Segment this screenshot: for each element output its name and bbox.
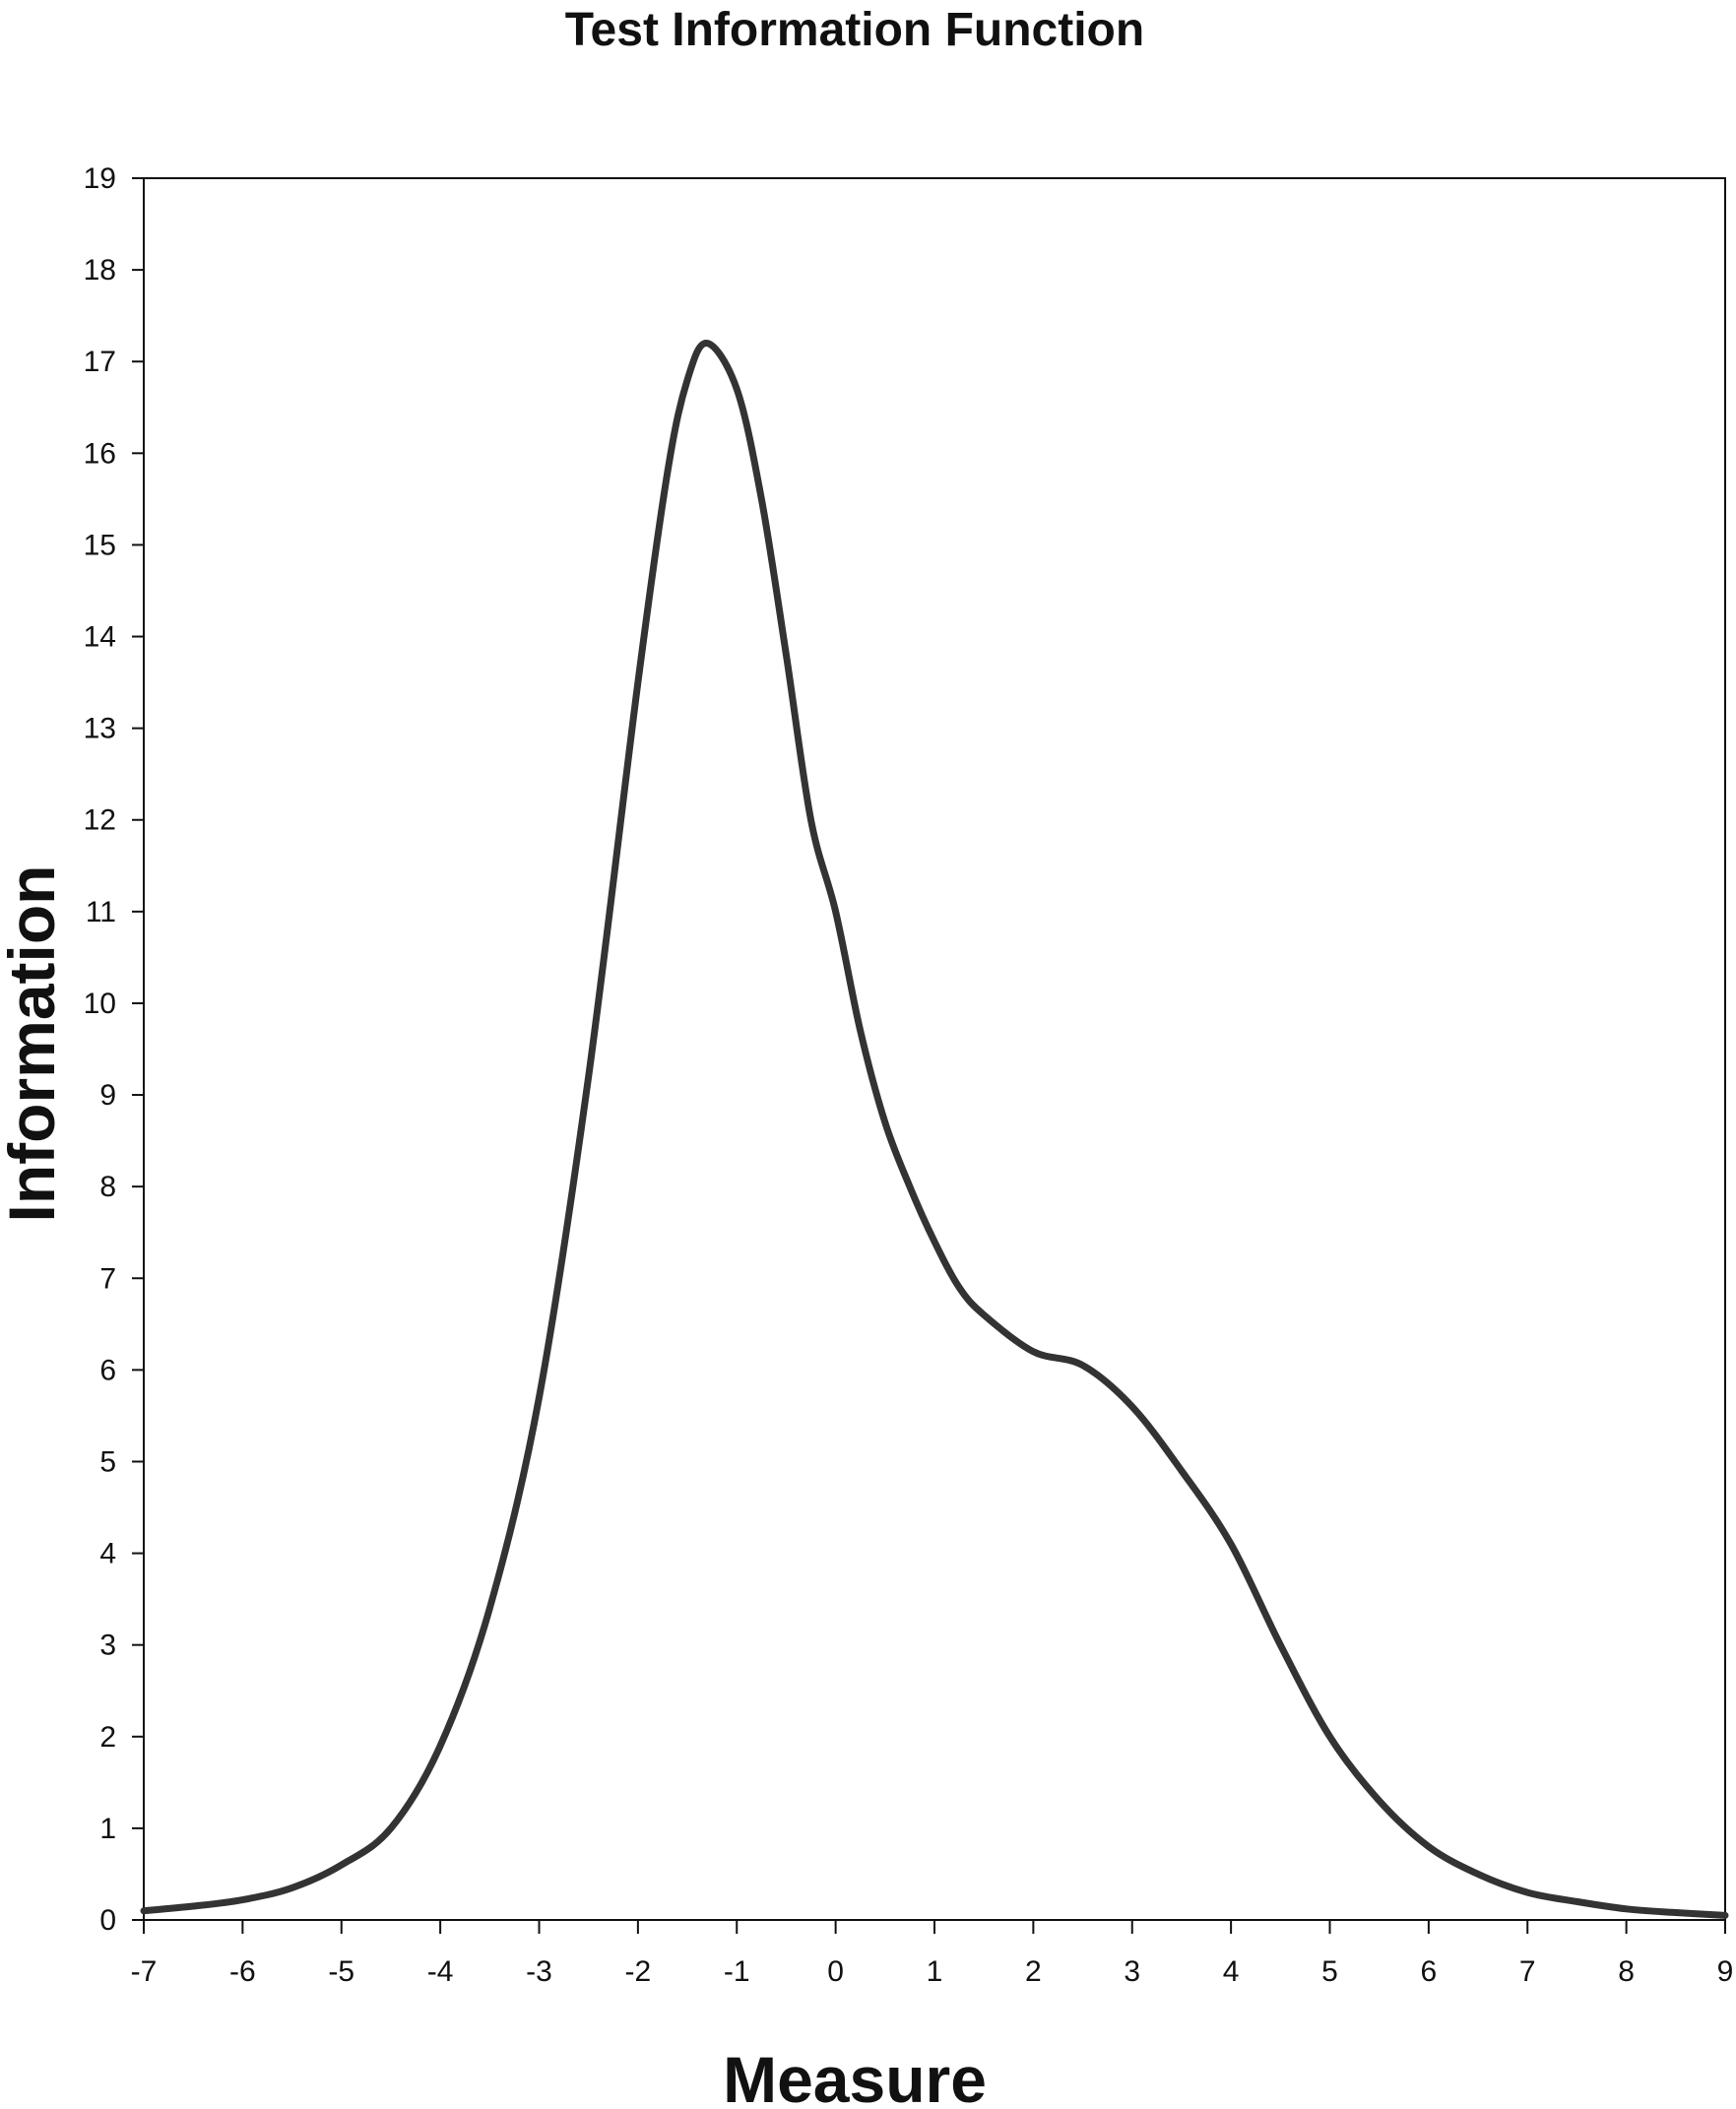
plot-area-frame (143, 177, 1726, 1921)
x-axis-label: Measure (723, 2043, 987, 2109)
y-tick-label: 9 (99, 1079, 116, 1112)
y-tick-label: 17 (84, 346, 116, 378)
axis-ticks: -7 -6 -5 -4 -3 -2 -1 0 1 2 3 4 5 6 7 8 90123456789101112… (84, 162, 1734, 1988)
x-tick-label: -2 (625, 1955, 652, 1988)
y-tick-label: 8 (99, 1171, 116, 1203)
y-tick-label: 12 (84, 804, 116, 837)
y-tick-label: 3 (99, 1630, 116, 1662)
y-tick-label: 15 (84, 529, 116, 561)
x-tick-label: -1 (724, 1955, 750, 1988)
y-tick-label: 11 (86, 896, 116, 928)
x-tick-label: -6 (229, 1955, 256, 1988)
y-tick-label: 10 (84, 988, 116, 1020)
y-tick-label: 16 (84, 437, 116, 470)
x-tick-label: 6 (1421, 1955, 1438, 1988)
x-tick-label: 8 (1618, 1955, 1635, 1988)
y-tick-label: 0 (99, 1904, 116, 1937)
y-tick-label: 19 (84, 162, 116, 195)
x-tick-label: -5 (328, 1955, 354, 1988)
x-tick-label: 2 (1025, 1955, 1042, 1988)
chart-title: Test Information Function (565, 4, 1144, 56)
x-tick-label: -7 (131, 1955, 158, 1988)
y-tick-label: 6 (99, 1354, 116, 1386)
x-tick-label: -3 (526, 1955, 552, 1988)
x-tick-label: 7 (1519, 1955, 1536, 1988)
x-tick-label: 3 (1124, 1955, 1140, 1988)
y-tick-label: 5 (99, 1445, 116, 1478)
x-tick-label: 0 (827, 1955, 844, 1988)
x-tick-label: 9 (1717, 1955, 1734, 1988)
series-group (140, 340, 1729, 1919)
y-tick-label: 1 (99, 1813, 116, 1845)
y-axis-label: Information (0, 865, 68, 1223)
x-tick-label: 4 (1223, 1955, 1240, 1988)
y-tick-label: 14 (84, 621, 116, 654)
y-tick-label: 2 (99, 1721, 116, 1754)
y-tick-label: 4 (99, 1538, 116, 1570)
y-tick-label: 7 (99, 1262, 116, 1295)
x-tick-label: -4 (427, 1955, 454, 1988)
series-line (140, 340, 1729, 1919)
y-tick-label: 13 (84, 713, 116, 745)
x-tick-label: 1 (927, 1955, 943, 1988)
y-tick-label: 18 (84, 254, 116, 287)
x-tick-label: 5 (1321, 1955, 1338, 1988)
